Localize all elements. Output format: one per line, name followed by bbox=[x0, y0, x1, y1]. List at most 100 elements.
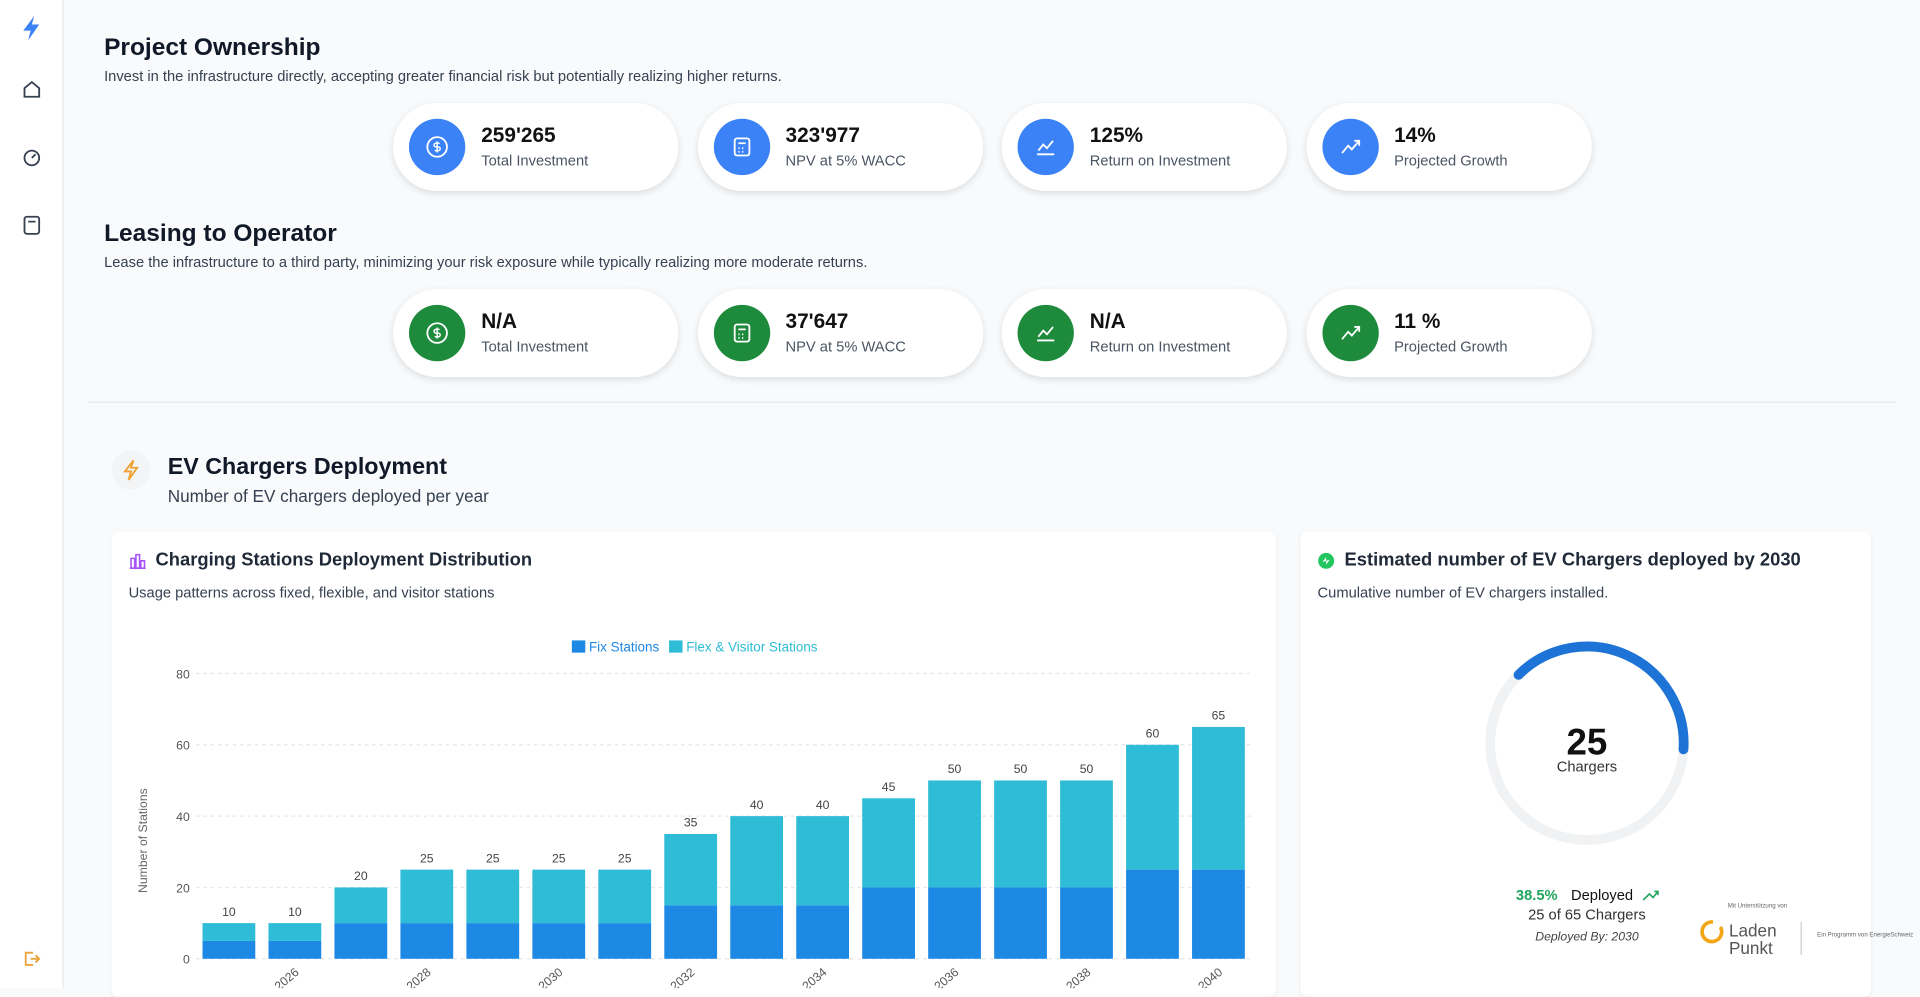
total-label: 25 bbox=[552, 851, 566, 865]
logo-name-2: Punkt bbox=[1729, 938, 1773, 958]
metric-icon bbox=[408, 304, 466, 362]
y-tick-label: 20 bbox=[176, 881, 190, 895]
metric-label: Total Investment bbox=[481, 337, 589, 356]
x-tick-label: 2040 bbox=[1195, 965, 1225, 988]
bar-segment bbox=[202, 923, 256, 941]
bar-segment bbox=[466, 869, 520, 924]
bar-segment bbox=[862, 887, 915, 959]
metric-card: N/A Total Investment bbox=[393, 288, 679, 378]
metric-icon bbox=[1321, 304, 1379, 362]
metric-card: 11 % Projected Growth bbox=[1305, 288, 1592, 378]
metric-label: Return on Investment bbox=[1089, 337, 1231, 356]
bar-segment bbox=[730, 905, 784, 959]
deployment-subtitle: Number of EV chargers deployed per year bbox=[167, 486, 489, 506]
deployment-title: EV Chargers Deployment bbox=[167, 454, 448, 481]
legend-label: Flex & Visitor Stations bbox=[686, 639, 818, 654]
total-label: 50 bbox=[1080, 762, 1094, 776]
total-label: 65 bbox=[1212, 709, 1226, 723]
gauge-deployed-by: Deployed By: 2030 bbox=[1535, 929, 1639, 943]
bar-segment bbox=[928, 887, 981, 959]
total-label: 40 bbox=[750, 798, 764, 812]
total-label: 10 bbox=[222, 905, 236, 919]
logout-icon[interactable] bbox=[23, 950, 41, 967]
bar-segment bbox=[862, 798, 915, 888]
gauge-icon[interactable] bbox=[22, 148, 42, 168]
metric-label: NPV at 5% WACC bbox=[785, 151, 906, 169]
total-label: 60 bbox=[1146, 726, 1160, 740]
chart-icon bbox=[129, 553, 146, 569]
metric-value: 259'265 bbox=[481, 123, 556, 147]
legend-swatch bbox=[571, 640, 586, 653]
metric-label: NPV at 5% WACC bbox=[785, 337, 906, 356]
gauge-icon bbox=[1318, 552, 1335, 569]
metric-icon bbox=[1017, 118, 1074, 176]
bar-segment bbox=[1060, 780, 1113, 888]
x-tick-label: 2026 bbox=[272, 965, 302, 988]
total-label: 50 bbox=[1014, 762, 1028, 776]
home-icon[interactable] bbox=[22, 80, 42, 100]
x-tick-label: 2030 bbox=[536, 965, 566, 988]
metric-value: 14% bbox=[1394, 123, 1436, 147]
metric-icon bbox=[1017, 304, 1074, 362]
metric-card: 259'265 Total Investment bbox=[393, 102, 679, 192]
total-label: 45 bbox=[882, 780, 896, 794]
metric-value: N/A bbox=[1089, 309, 1126, 334]
metric-label: Projected Growth bbox=[1394, 151, 1508, 169]
metric-label: Projected Growth bbox=[1394, 337, 1508, 356]
total-label: 50 bbox=[948, 762, 962, 776]
calculator-icon[interactable] bbox=[23, 215, 41, 236]
bolt-badge bbox=[111, 450, 151, 490]
legend-swatch bbox=[669, 640, 683, 653]
metric-value: 37'647 bbox=[785, 309, 849, 334]
bar-segment bbox=[1126, 744, 1179, 870]
y-axis-title: Number of Stations bbox=[136, 788, 150, 893]
bar-segment bbox=[334, 887, 388, 924]
section-description: Invest in the infrastructure directly, a… bbox=[104, 67, 782, 85]
gauge-panel bbox=[1300, 531, 1872, 997]
bar-segment bbox=[400, 869, 454, 924]
bar-segment bbox=[796, 816, 850, 906]
total-label: 10 bbox=[288, 905, 302, 919]
metric-value: 11 % bbox=[1394, 309, 1441, 334]
bar-segment bbox=[202, 940, 256, 959]
y-tick-label: 80 bbox=[176, 667, 190, 681]
logo-icon bbox=[23, 15, 40, 41]
bar-segment bbox=[532, 923, 586, 959]
metric-card: 14% Projected Growth bbox=[1305, 102, 1592, 192]
section-title: Project Ownership bbox=[104, 34, 321, 62]
gauge-title: Estimated number of EV Chargers deployed… bbox=[1344, 549, 1801, 571]
bar-segment bbox=[466, 923, 520, 959]
gauge-value: 25 bbox=[1567, 721, 1608, 762]
bar-segment bbox=[334, 923, 388, 959]
metric-label: Return on Investment bbox=[1089, 151, 1231, 169]
gauge-subtitle: Cumulative number of EV chargers install… bbox=[1317, 584, 1609, 602]
chart-subtitle: Usage patterns across fixed, flexible, a… bbox=[128, 584, 495, 602]
bar-segment bbox=[598, 923, 652, 959]
metric-value: 125% bbox=[1089, 123, 1144, 147]
divider bbox=[88, 401, 1896, 403]
bar-segment bbox=[268, 923, 322, 941]
section-description: Lease the infrastructure to a third part… bbox=[104, 253, 868, 271]
bar-segment bbox=[598, 869, 652, 924]
x-tick-label: 2028 bbox=[404, 965, 434, 988]
x-tick-label: 2032 bbox=[668, 965, 698, 988]
logo-support: Mit Unterstützung von bbox=[1728, 902, 1787, 909]
y-tick-label: 0 bbox=[183, 953, 190, 967]
bar-segment bbox=[994, 780, 1047, 888]
gauge-percent: 38.5% bbox=[1516, 888, 1558, 904]
metric-icon bbox=[1321, 118, 1379, 176]
metric-value: 323'977 bbox=[785, 123, 860, 147]
bar-segment bbox=[928, 780, 981, 888]
metric-icon bbox=[713, 304, 770, 362]
gauge-unit: Chargers bbox=[1557, 759, 1617, 775]
bar-segment bbox=[532, 869, 586, 924]
bar-segment bbox=[796, 905, 850, 959]
metric-icon bbox=[408, 118, 466, 176]
bar-segment bbox=[730, 816, 784, 906]
bar-segment bbox=[1192, 726, 1245, 870]
y-tick-label: 60 bbox=[176, 739, 190, 753]
metric-card: 125% Return on Investment bbox=[1001, 102, 1287, 192]
